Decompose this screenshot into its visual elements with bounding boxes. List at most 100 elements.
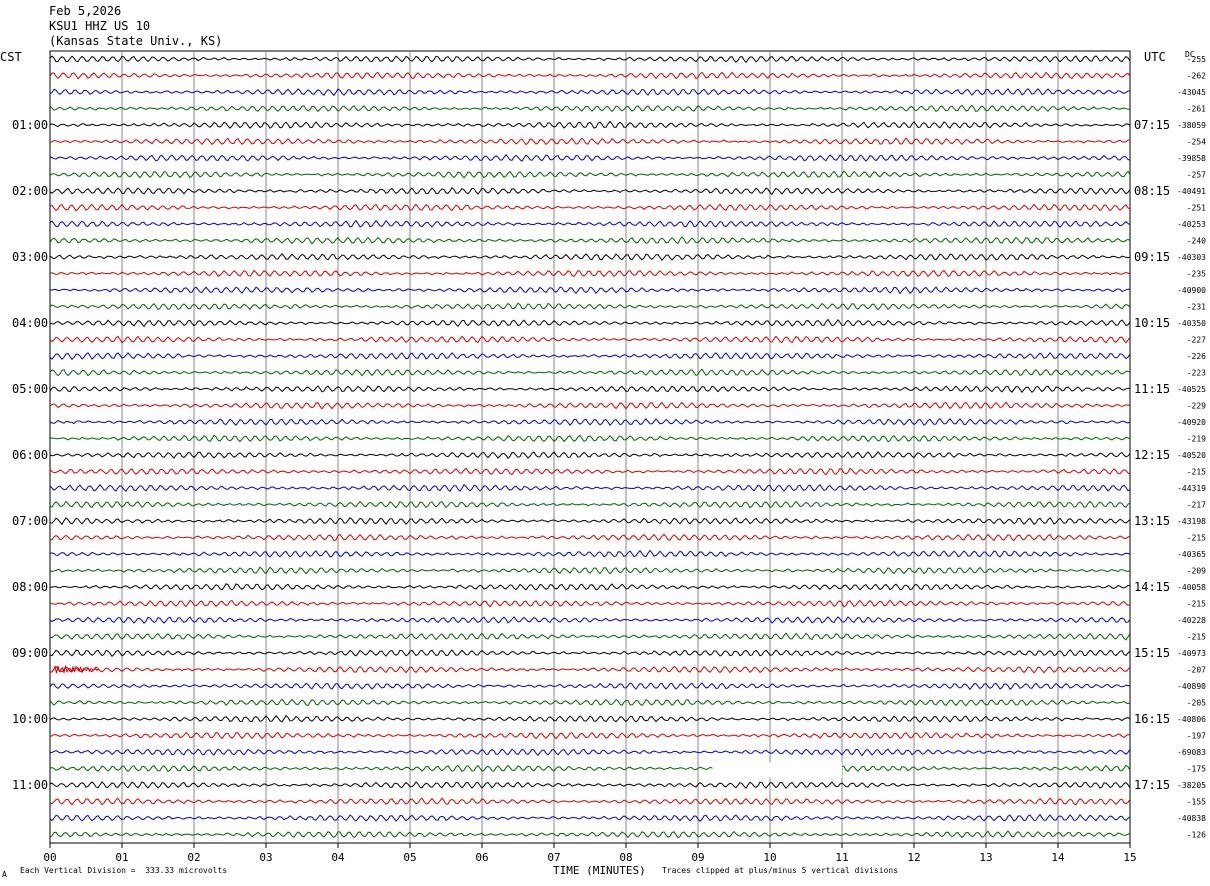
trace-line xyxy=(49,269,1131,278)
dc-offset-label: -197 xyxy=(1187,732,1206,741)
dc-offset-label: -69083 xyxy=(1177,748,1206,757)
trace-line xyxy=(49,71,1131,80)
x-tick-label: 14 xyxy=(1051,851,1065,864)
trace-line xyxy=(49,698,1131,707)
trace-line xyxy=(49,533,1131,542)
utc-axis-label: UTC xyxy=(1144,50,1166,64)
trace-line xyxy=(49,253,1131,262)
dc-offset-label: -205 xyxy=(1187,699,1206,708)
x-tick-label: 06 xyxy=(475,851,488,864)
trace-line xyxy=(49,616,1131,624)
dc-offset-label: -38205 xyxy=(1177,781,1206,790)
cst-hour-labels: 01:00 02:00 03:00 04:00 05:00 06:00 07:00 08:00… xyxy=(12,118,48,792)
station-location: (Kansas State Univ., KS) xyxy=(49,34,223,48)
dc-offset-label: -44319 xyxy=(1177,484,1206,493)
dc-offset-label: -40228 xyxy=(1177,616,1206,625)
dc-offset-label: -261 xyxy=(1187,105,1206,114)
dc-offset-label: -40058 xyxy=(1177,583,1206,592)
dc-offset-label: -235 xyxy=(1187,270,1206,279)
dc-offset-label: -39858 xyxy=(1177,154,1206,163)
cst-hour-label: 07:00 xyxy=(12,514,48,528)
trace-line xyxy=(49,203,1131,212)
dc-offset-label: -40900 xyxy=(1177,286,1206,295)
dc-offset-label: -227 xyxy=(1187,336,1206,345)
dc-offset-label: -40920 xyxy=(1177,418,1206,427)
dc-axis-label: DC xyxy=(1185,50,1195,59)
x-tick-label: 00 xyxy=(43,851,56,864)
cst-hour-label: 09:00 xyxy=(12,646,48,660)
trace-line xyxy=(49,665,1131,674)
trace-line xyxy=(49,797,1131,806)
event-burst xyxy=(51,664,99,675)
dc-offset-label: -229 xyxy=(1187,402,1206,411)
dc-offset-label: -207 xyxy=(1187,666,1206,675)
dc-offset-label: -38059 xyxy=(1177,121,1206,130)
dc-offset-label: -40973 xyxy=(1177,649,1206,658)
dc-offset-label: -262 xyxy=(1187,72,1206,81)
x-tick-label: 10 xyxy=(763,851,776,864)
utc-hour-label: 09:15 xyxy=(1134,250,1170,264)
gap-blank xyxy=(712,762,842,778)
utc-hour-label: 17:15 xyxy=(1134,778,1170,792)
trace-line xyxy=(49,583,1131,591)
trace-line xyxy=(49,219,1131,228)
trace-line xyxy=(49,335,1131,344)
cst-hour-label: 08:00 xyxy=(12,580,48,594)
trace-line xyxy=(49,137,1130,146)
trace-line xyxy=(49,186,1131,196)
trace-line xyxy=(49,830,1131,839)
trace-line xyxy=(49,764,1131,773)
trace-line xyxy=(49,55,1131,64)
dc-offset-label: -175 xyxy=(1187,765,1206,774)
dc-offset-label: -43198 xyxy=(1177,517,1206,526)
cst-hour-label: 11:00 xyxy=(12,778,48,792)
trace-line xyxy=(49,632,1131,641)
dc-offset-label: -255 xyxy=(1187,55,1206,64)
trace-line xyxy=(49,104,1131,113)
trace-line xyxy=(49,484,1131,492)
trace-line xyxy=(49,318,1131,328)
utc-hour-label: 16:15 xyxy=(1134,712,1170,726)
dc-offset-label: -219 xyxy=(1187,435,1206,444)
dc-offset-label: -217 xyxy=(1187,501,1206,510)
trace-line xyxy=(49,401,1131,410)
cst-hour-label: 02:00 xyxy=(12,184,48,198)
trace-line xyxy=(49,236,1131,245)
trace-line xyxy=(49,599,1131,608)
corner-mark: A xyxy=(2,870,7,879)
station-code: KSU1 HHZ US 10 xyxy=(49,19,151,33)
cst-hour-label: 06:00 xyxy=(12,448,48,462)
clip-note: Traces clipped at plus/minus 5 vertical … xyxy=(662,866,899,875)
trace-line xyxy=(49,170,1131,179)
dc-offset-label: -40253 xyxy=(1177,220,1206,229)
x-tick-label: 05 xyxy=(403,851,416,864)
trace-line xyxy=(49,500,1131,509)
x-tick-label: 01 xyxy=(115,851,128,864)
dc-offset-label: -209 xyxy=(1187,567,1206,576)
x-tick-label: 03 xyxy=(259,851,272,864)
dc-offset-label: -215 xyxy=(1187,468,1206,477)
dc-offset-label: -155 xyxy=(1187,798,1206,807)
x-tick-label: 08 xyxy=(619,851,632,864)
dc-offset-label: -223 xyxy=(1187,369,1206,378)
trace-line xyxy=(49,566,1131,575)
trace-line xyxy=(49,748,1131,757)
dc-offset-label: -215 xyxy=(1187,534,1206,543)
cst-axis-label: CST xyxy=(0,50,22,64)
trace-line xyxy=(49,302,1131,311)
utc-hour-label: 11:15 xyxy=(1134,382,1170,396)
trace-line xyxy=(49,153,1131,162)
trace-line xyxy=(49,434,1131,443)
dc-offset-label: -40303 xyxy=(1177,253,1206,262)
trace-line xyxy=(49,714,1131,723)
utc-hour-label: 15:15 xyxy=(1134,646,1170,660)
dc-offset-label: -257 xyxy=(1187,171,1206,180)
dc-offset-labels: -255 -262 -43045 -261 -38059 -254 -39858 -257 -4… xyxy=(1177,55,1206,840)
trace-line xyxy=(49,417,1131,427)
record-date: Feb 5,2026 xyxy=(49,4,122,18)
cst-hour-label: 05:00 xyxy=(12,382,48,396)
dc-offset-label: -40350 xyxy=(1177,319,1206,328)
dc-offset-label: -215 xyxy=(1187,633,1206,642)
dc-offset-label: -231 xyxy=(1187,303,1206,312)
utc-hour-label: 12:15 xyxy=(1134,448,1170,462)
